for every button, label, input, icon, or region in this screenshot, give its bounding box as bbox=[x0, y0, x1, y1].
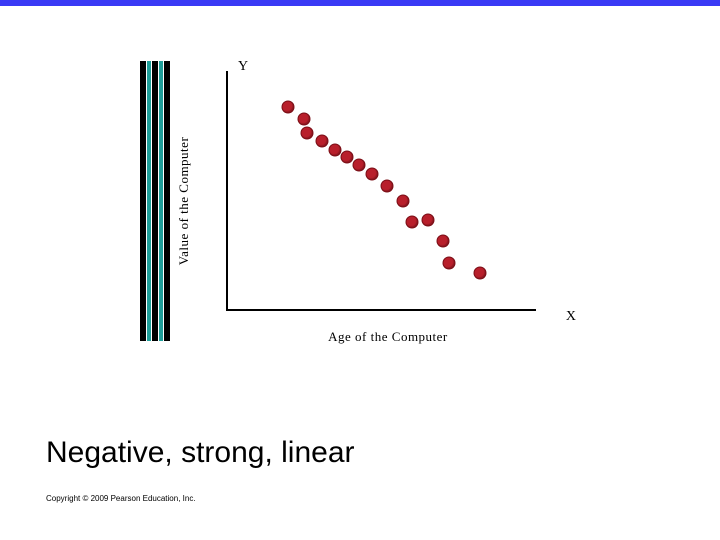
scatter-chart: Y Value of the Computer X Age of the Com… bbox=[196, 61, 556, 341]
data-point bbox=[438, 236, 449, 247]
data-point bbox=[444, 258, 455, 269]
data-point bbox=[301, 128, 312, 139]
data-point bbox=[382, 181, 393, 192]
caption-text: Negative, strong, linear bbox=[46, 436, 355, 470]
figure: Y Value of the Computer X Age of the Com… bbox=[140, 61, 560, 341]
stripe bbox=[140, 61, 146, 341]
stripe bbox=[152, 61, 158, 341]
slide-content: Y Value of the Computer X Age of the Com… bbox=[0, 6, 720, 540]
decorative-stripes bbox=[140, 61, 176, 341]
x-axis-letter: X bbox=[566, 309, 576, 325]
data-point bbox=[422, 214, 433, 225]
points-layer bbox=[226, 71, 536, 311]
stripe bbox=[147, 61, 151, 341]
data-point bbox=[329, 145, 340, 156]
data-point bbox=[407, 217, 418, 228]
data-point bbox=[283, 102, 294, 113]
plot-area bbox=[226, 71, 536, 311]
data-point bbox=[298, 114, 309, 125]
data-point bbox=[317, 135, 328, 146]
x-axis-label: Age of the Computer bbox=[328, 329, 448, 345]
data-point bbox=[397, 195, 408, 206]
data-point bbox=[366, 169, 377, 180]
data-point bbox=[354, 159, 365, 170]
y-axis-label: Value of the Computer bbox=[176, 137, 192, 266]
data-point bbox=[475, 267, 486, 278]
copyright-text: Copyright © 2009 Pearson Education, Inc. bbox=[46, 494, 196, 503]
data-point bbox=[341, 152, 352, 163]
stripe bbox=[159, 61, 163, 341]
stripe bbox=[164, 61, 170, 341]
